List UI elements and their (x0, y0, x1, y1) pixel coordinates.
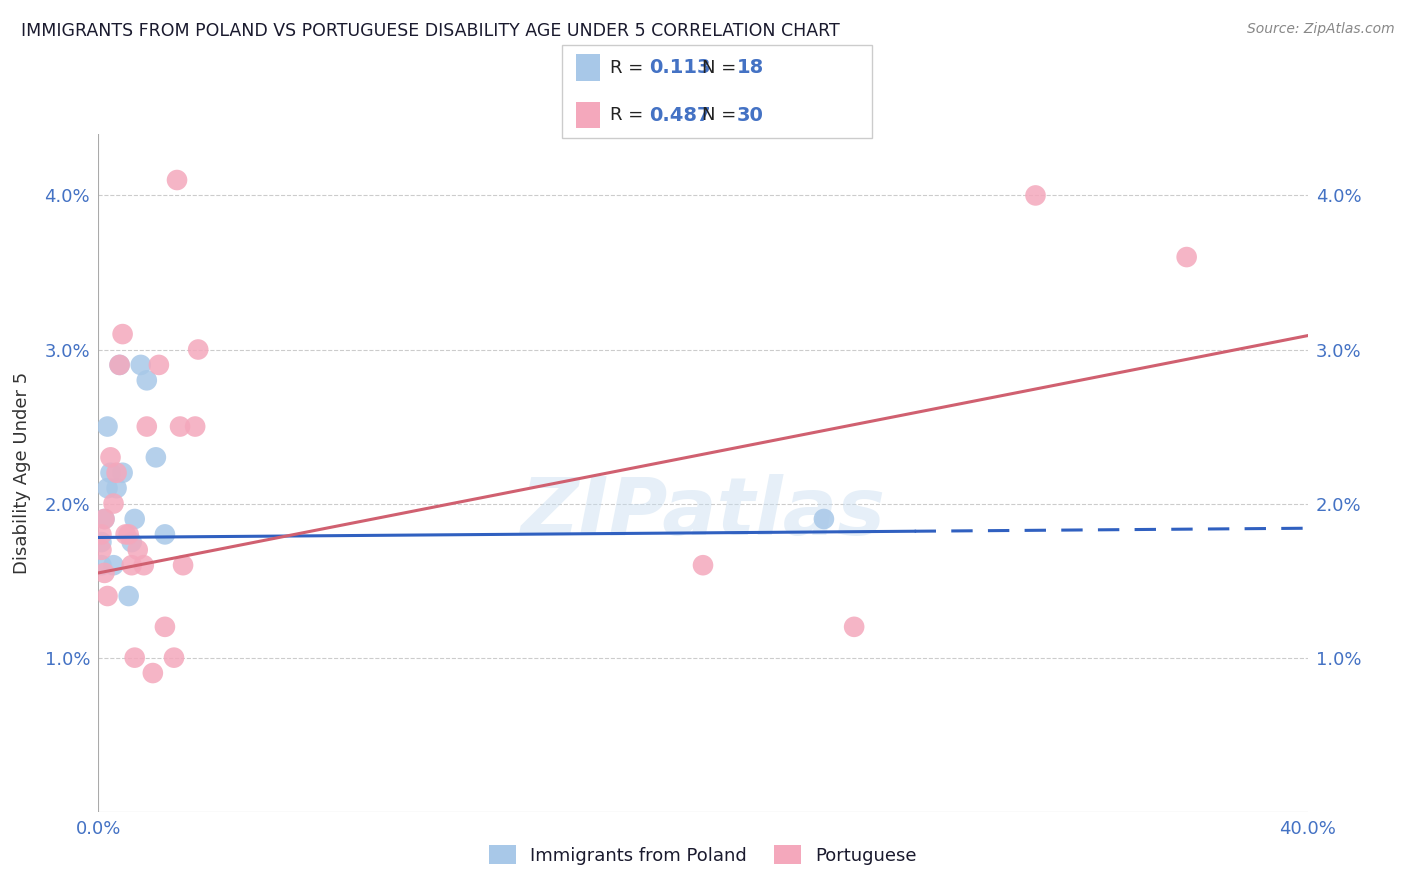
Point (103, 558, 125, 573)
Point (108, 358, 131, 372)
Point (187, 343, 209, 357)
Legend: Immigrants from Poland, Portuguese: Immigrants from Poland, Portuguese (479, 837, 927, 874)
Point (118, 589, 141, 603)
Point (121, 558, 143, 573)
Point (90, 535, 112, 549)
Point (121, 535, 143, 549)
Point (135, 373, 157, 387)
Point (100, 466, 122, 480)
Point (90, 527, 112, 541)
Point (111, 466, 134, 480)
Point (124, 512, 146, 526)
Point (105, 481, 128, 495)
Point (100, 450, 122, 465)
Text: 18: 18 (737, 58, 763, 78)
Point (148, 358, 170, 372)
Point (93, 566, 115, 580)
Text: 0.487: 0.487 (650, 105, 711, 125)
Point (114, 527, 136, 541)
Text: R =: R = (610, 106, 650, 124)
Point (169, 419, 191, 434)
Point (111, 327, 134, 342)
Point (153, 527, 176, 541)
Point (135, 419, 157, 434)
Text: 30: 30 (737, 105, 763, 125)
Text: ZIPatlas: ZIPatlas (520, 475, 886, 552)
Point (124, 650, 146, 665)
Point (172, 558, 194, 573)
Point (93, 512, 115, 526)
Point (108, 358, 131, 372)
Point (153, 620, 176, 634)
Text: 0.113: 0.113 (650, 58, 711, 78)
Text: Source: ZipAtlas.com: Source: ZipAtlas.com (1247, 22, 1395, 37)
Point (132, 558, 155, 573)
Point (692, 558, 714, 573)
Point (1175, 250, 1198, 264)
Point (118, 527, 141, 541)
Point (96, 589, 118, 603)
Point (96, 419, 118, 434)
Point (145, 450, 167, 465)
Text: R =: R = (610, 59, 650, 77)
Y-axis label: Disability Age Under 5: Disability Age Under 5 (13, 372, 31, 574)
Text: IMMIGRANTS FROM POLAND VS PORTUGUESE DISABILITY AGE UNDER 5 CORRELATION CHART: IMMIGRANTS FROM POLAND VS PORTUGUESE DIS… (21, 22, 839, 40)
Point (813, 512, 835, 526)
Point (93, 512, 115, 526)
Point (1024, 188, 1046, 202)
Point (90, 542, 112, 557)
Point (127, 542, 149, 557)
Text: N =: N = (702, 106, 741, 124)
Point (163, 650, 186, 665)
Point (844, 620, 866, 634)
Point (105, 466, 128, 480)
Point (129, 358, 152, 372)
Point (103, 497, 125, 511)
Point (142, 666, 165, 681)
Point (166, 173, 188, 187)
Text: N =: N = (702, 59, 741, 77)
Point (90, 558, 112, 573)
Point (184, 419, 207, 434)
Point (96, 481, 118, 495)
